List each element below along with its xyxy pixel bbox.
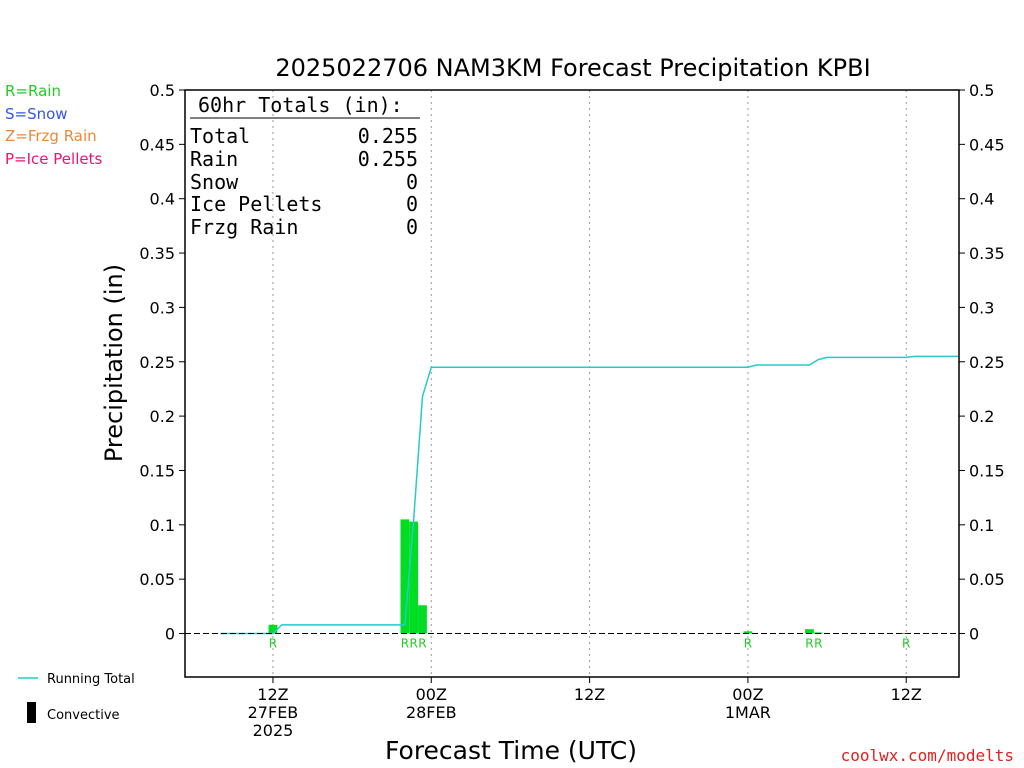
y-tick-label-left-1: 0.05 bbox=[139, 570, 175, 589]
x-axis-label: Forecast Time (UTC) bbox=[385, 736, 637, 765]
ptype-legend: R=Rain S=Snow Z=Frzg Rain P=Ice Pellets bbox=[5, 82, 102, 168]
precip-bar-5 bbox=[805, 629, 814, 634]
y-tick-label-left-10: 0.5 bbox=[150, 81, 175, 100]
totals-value-ice-pellets: 0 bbox=[406, 192, 418, 216]
x-tick-label-1-1: 28FEB bbox=[406, 703, 457, 722]
line-layer bbox=[220, 355, 959, 635]
totals-label-snow: Snow bbox=[190, 170, 239, 194]
x-tick-label-2-0: 12Z bbox=[574, 685, 605, 704]
y-tick-label-right-10: 0.5 bbox=[969, 81, 994, 100]
y-tick-label-left-4: 0.2 bbox=[150, 407, 175, 426]
totals-box: 60hr Totals (in): Total 0.255 Rain 0.255… bbox=[190, 93, 420, 239]
ptype-label-0: R bbox=[269, 637, 277, 651]
ptype-label-4: R bbox=[744, 637, 752, 651]
y-tick-label-right-0: 0 bbox=[969, 625, 979, 644]
running-total-label: Running Total bbox=[47, 672, 135, 687]
totals-label-ice-pellets: Ice Pellets bbox=[190, 192, 322, 216]
precip-bar-1 bbox=[400, 519, 410, 634]
x-tick-label-0-0: 12Z bbox=[257, 685, 288, 704]
x-tick-label-0-1: 27FEB bbox=[248, 703, 299, 722]
convective-label: Convective bbox=[47, 708, 120, 723]
precip-bar-0 bbox=[268, 624, 278, 634]
x-tick-label-1-0: 00Z bbox=[416, 685, 447, 704]
ptype-label-7: R bbox=[902, 637, 910, 651]
y-tick-label-left-5: 0.25 bbox=[139, 353, 175, 372]
x-tick-label-3-1: 1MAR bbox=[725, 703, 771, 722]
y-tick-label-right-1: 0.05 bbox=[969, 570, 1005, 589]
x-tick-label-0-2: 2025 bbox=[253, 721, 294, 740]
y-tick-label-left-2: 0.1 bbox=[150, 516, 175, 535]
y-tick-label-right-2: 0.1 bbox=[969, 516, 994, 535]
precip-bar-2 bbox=[409, 521, 419, 634]
legend-ice-pellets: P=Ice Pellets bbox=[5, 150, 102, 168]
totals-label-total: Total bbox=[190, 124, 250, 148]
ptype-label-6: R bbox=[814, 637, 822, 651]
precip-bar-4 bbox=[743, 631, 753, 634]
chart-title: 2025022706 NAM3KM Forecast Precipitation… bbox=[275, 54, 870, 82]
totals-label-frzg-rain: Frzg Rain bbox=[190, 215, 298, 239]
y-tick-label-right-7: 0.35 bbox=[969, 244, 1005, 263]
credit-text: coolwx.com/modelts bbox=[841, 746, 1014, 765]
totals-label-rain: Rain bbox=[190, 147, 238, 171]
plot-frame bbox=[184, 89, 960, 678]
y-tick-label-left-8: 0.4 bbox=[150, 190, 175, 209]
x-tick-label-4-0: 12Z bbox=[891, 685, 922, 704]
ptype-label-3: R bbox=[418, 637, 426, 651]
totals-heading: 60hr Totals (in): bbox=[198, 93, 403, 117]
y-tick-label-right-9: 0.45 bbox=[969, 135, 1005, 154]
legend-rain: R=Rain bbox=[5, 82, 61, 100]
precip-bar-3 bbox=[418, 605, 427, 634]
y-axis-label: Precipitation (in) bbox=[100, 264, 128, 462]
ptype-label-2: R bbox=[410, 637, 418, 651]
y-tick-label-left-3: 0.15 bbox=[139, 461, 175, 480]
y-tick-label-left-9: 0.45 bbox=[139, 135, 175, 154]
y-tick-label-right-4: 0.2 bbox=[969, 407, 994, 426]
y-tick-label-right-3: 0.15 bbox=[969, 461, 1005, 480]
y-tick-label-left-6: 0.3 bbox=[150, 298, 175, 317]
legend-snow: S=Snow bbox=[5, 105, 68, 123]
totals-value-snow: 0 bbox=[406, 170, 418, 194]
totals-value-frzg-rain: 0 bbox=[406, 215, 418, 239]
y-tick-label-left-7: 0.35 bbox=[139, 244, 175, 263]
bottom-legend: Running Total Convective bbox=[18, 672, 135, 723]
y-tick-label-right-5: 0.25 bbox=[969, 353, 1005, 372]
x-tick-label-3-0: 00Z bbox=[732, 685, 763, 704]
labels-layer: R R R R R R R R0 00.05 0.050.1 0.10.15 0.150.2 0.20.… bbox=[139, 81, 1004, 740]
ptype-label-1: R bbox=[401, 637, 409, 651]
legend-frzg-rain: Z=Frzg Rain bbox=[5, 127, 97, 145]
y-tick-label-left-0: 0 bbox=[165, 625, 175, 644]
ptype-label-5: R bbox=[805, 637, 813, 651]
precip-bar-6 bbox=[813, 632, 823, 634]
y-tick-label-right-8: 0.4 bbox=[969, 190, 994, 209]
grid-layer bbox=[272, 90, 907, 677]
totals-value-total: 0.255 bbox=[358, 124, 418, 148]
running-total-line bbox=[220, 355, 959, 635]
y-tick-label-right-6: 0.3 bbox=[969, 298, 994, 317]
axes-layer bbox=[179, 89, 965, 683]
convective-swatch bbox=[27, 702, 36, 723]
totals-value-rain: 0.255 bbox=[358, 147, 418, 171]
